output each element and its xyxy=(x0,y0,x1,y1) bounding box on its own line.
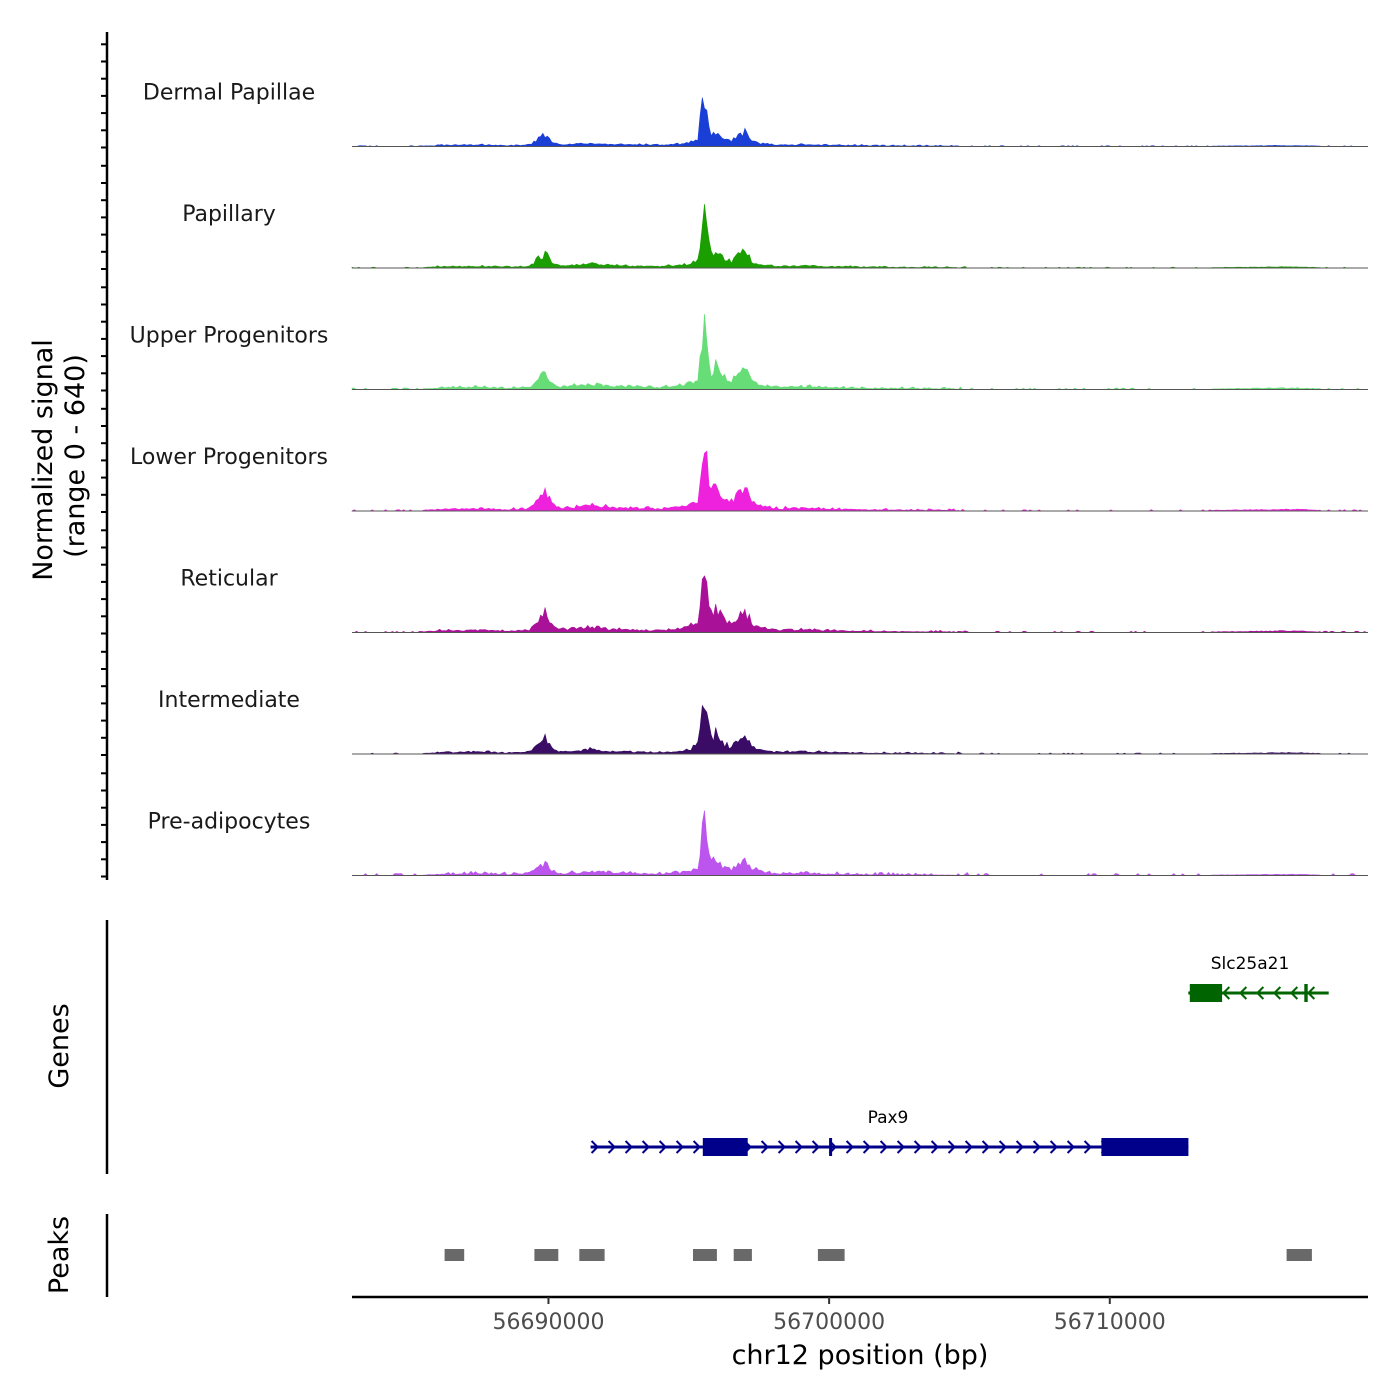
gene-slc25a21: Slc25a21 xyxy=(1187,954,1329,1002)
gene-label: Slc25a21 xyxy=(1211,954,1290,974)
strand-arrow xyxy=(641,1140,650,1154)
strand-arrow xyxy=(896,1140,905,1154)
strand-arrow xyxy=(1272,986,1282,1000)
strand-arrow xyxy=(862,1140,871,1154)
gene-label: Pax9 xyxy=(868,1108,909,1128)
gene-pax9: Pax9 xyxy=(590,1108,1189,1156)
peak-region xyxy=(534,1249,559,1261)
strand-arrow xyxy=(913,1140,922,1154)
track-label: Reticular xyxy=(180,567,278,592)
gene-exon xyxy=(1189,984,1223,1002)
strand-arrow xyxy=(964,1140,973,1154)
track-label: Lower Progenitors xyxy=(130,445,328,470)
peak-region xyxy=(693,1249,717,1261)
strand-arrow xyxy=(1221,986,1231,1000)
strand-arrow xyxy=(811,1140,820,1154)
strand-arrow xyxy=(1032,1140,1041,1154)
track-upper-progenitors: Upper Progenitors xyxy=(130,313,1368,390)
strand-arrow xyxy=(794,1140,803,1154)
strand-arrow xyxy=(1255,986,1265,1000)
x-tick-label: 56710000 xyxy=(1054,1310,1166,1335)
strand-arrow xyxy=(607,1140,616,1154)
strand-arrow xyxy=(1238,986,1248,1000)
coverage-area xyxy=(352,810,1368,876)
coverage-area xyxy=(350,450,1368,512)
genes-panel-title: Genes xyxy=(44,1003,75,1088)
x-axis-title: chr12 position (bp) xyxy=(732,1340,989,1371)
track-dermal-papillae: Dermal Papillae xyxy=(143,81,1368,147)
track-label: Pre-adipocytes xyxy=(148,810,311,835)
genes-panel: Genes Slc25a21 Pax9 xyxy=(44,920,1329,1174)
strand-arrow xyxy=(590,1140,599,1154)
signal-axis-range: (range 0 - 640) xyxy=(60,354,91,558)
peaks-panel-title: Peaks xyxy=(44,1216,75,1294)
strand-arrow xyxy=(760,1140,769,1154)
strand-arrow xyxy=(879,1140,888,1154)
strand-arrow xyxy=(1306,986,1316,1000)
strand-arrow xyxy=(692,1140,701,1154)
track-pre-adipocytes: Pre-adipocytes xyxy=(148,810,1368,876)
strand-arrow xyxy=(930,1140,939,1154)
strand-arrow xyxy=(1049,1140,1058,1154)
strand-arrow xyxy=(658,1140,667,1154)
peak-region xyxy=(1286,1249,1312,1261)
track-label: Dermal Papillae xyxy=(143,81,315,106)
strand-arrow xyxy=(947,1140,956,1154)
peak-region xyxy=(817,1249,845,1261)
x-tick-label: 56700000 xyxy=(773,1310,885,1335)
strand-arrow xyxy=(777,1140,786,1154)
coverage-area xyxy=(351,204,1368,269)
signal-y-axis xyxy=(101,32,109,880)
strand-arrow xyxy=(981,1140,990,1154)
gene-models: Slc25a21 Pax9 xyxy=(590,954,1329,1156)
peak-region xyxy=(579,1249,605,1261)
gene-exon xyxy=(829,1138,833,1156)
strand-arrow xyxy=(1289,986,1299,1000)
gene-exon xyxy=(1304,984,1308,1002)
coverage-area xyxy=(352,575,1368,633)
strand-arrow xyxy=(998,1140,1007,1154)
peak-region xyxy=(733,1249,752,1261)
track-intermediate: Intermediate xyxy=(158,688,1368,755)
track-reticular: Reticular xyxy=(180,567,1368,633)
gene-exon xyxy=(702,1138,748,1156)
strand-arrow xyxy=(624,1140,633,1154)
x-axis-ticks: 56690000 56700000 56710000 xyxy=(493,1297,1166,1335)
coverage-tracks: Dermal Papillae Papillary Upper Progenitor… xyxy=(130,81,1368,876)
x-tick-label: 56690000 xyxy=(493,1310,605,1335)
signal-axis-title: Normalized signal xyxy=(28,339,59,581)
track-lower-progenitors: Lower Progenitors xyxy=(130,445,1368,512)
peaks-panel: Peaks xyxy=(44,1214,1312,1297)
gene-exon xyxy=(1101,1138,1189,1156)
peak-regions xyxy=(444,1249,1312,1261)
coverage-area xyxy=(352,704,1368,755)
track-label: Intermediate xyxy=(158,688,300,713)
strand-arrow xyxy=(1015,1140,1024,1154)
peak-region xyxy=(444,1249,465,1261)
x-axis: 56690000 56700000 56710000 chr12 position … xyxy=(352,1295,1368,1371)
signal-y-ticks xyxy=(101,43,107,878)
strand-arrow xyxy=(675,1140,684,1154)
coverage-area xyxy=(351,313,1368,390)
track-label: Papillary xyxy=(182,202,276,227)
track-label: Upper Progenitors xyxy=(130,324,329,349)
strand-arrow xyxy=(1083,1140,1092,1154)
strand-arrow xyxy=(1066,1140,1075,1154)
coverage-area xyxy=(352,97,1368,147)
strand-arrow xyxy=(845,1140,854,1154)
track-papillary: Papillary xyxy=(182,202,1368,269)
